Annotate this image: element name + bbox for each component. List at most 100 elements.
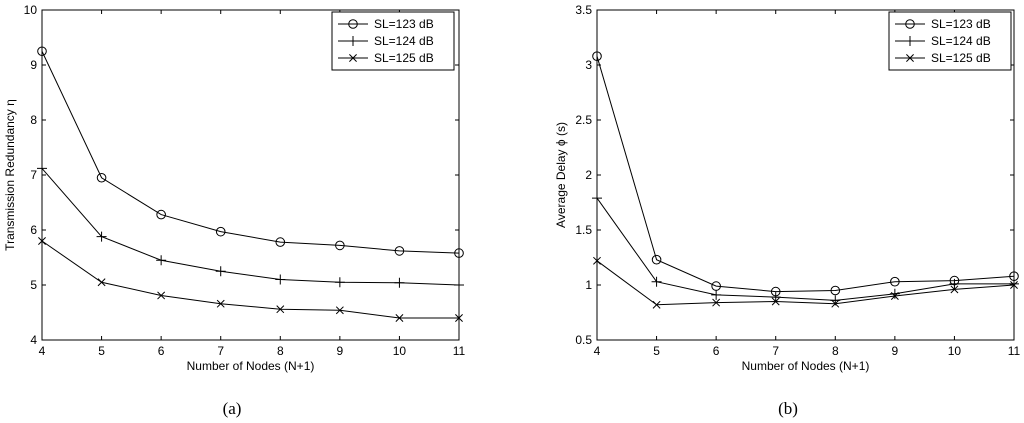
chart-panel-b: 4 5 6 7 8 9 10 11 0.5 1 1.5 2 2.5 3 3.5 Number of Nodes… <box>554 3 1021 418</box>
x-axis-label: Number of Nodes (N+1) <box>742 359 870 373</box>
y-axis-label: Average Delay ϕ (s) <box>554 122 568 228</box>
legend-marker-x <box>349 54 357 62</box>
legend-entry: SL=125 dB <box>374 51 434 65</box>
y-tick-label: 4 <box>30 333 37 347</box>
data-point-plus <box>96 231 107 242</box>
data-point-x <box>38 237 46 245</box>
series-line-plus <box>41 168 460 286</box>
legend-marker-plus <box>348 36 358 46</box>
legend-entry: SL=124 dB <box>374 34 434 48</box>
data-point-x <box>395 314 404 322</box>
x-tick-label: 11 <box>453 344 466 358</box>
y-tick-label: 8 <box>30 113 37 127</box>
data-point-x <box>276 305 285 314</box>
x-axis-label: Number of Nodes (N+1) <box>187 359 315 373</box>
x-tick-label: 9 <box>337 344 344 358</box>
data-point-x <box>950 285 959 294</box>
x-tick-label: 5 <box>653 344 660 358</box>
y-tick-label: 10 <box>24 3 38 17</box>
y-tick-label: 1 <box>585 278 592 292</box>
y-tick-label: 2.5 <box>575 113 592 127</box>
data-point-x <box>890 292 899 300</box>
legend-marker-plus <box>905 36 915 46</box>
data-point-x <box>771 297 780 306</box>
data-point-x <box>157 291 166 300</box>
data-point-circle <box>96 172 107 183</box>
y-tick-label: 5 <box>30 278 37 292</box>
data-point-plus <box>275 274 286 285</box>
data-point-plus <box>454 280 464 290</box>
data-point-x <box>97 278 106 287</box>
data-point-circle <box>275 237 286 247</box>
data-point-x <box>652 300 661 309</box>
data-point-circle <box>592 51 602 62</box>
panel-caption: (b) <box>778 399 798 418</box>
data-point-plus <box>651 276 662 287</box>
legend-entry: SL=123 dB <box>931 17 991 31</box>
data-point-plus <box>592 193 602 204</box>
data-point-plus <box>156 255 167 266</box>
x-tick-label: 6 <box>158 344 165 358</box>
data-point-circle <box>335 240 345 251</box>
series-line-circle <box>41 51 460 254</box>
x-tick-label: 6 <box>713 344 720 358</box>
data-point-circle <box>651 254 662 265</box>
y-tick-label: 1.5 <box>575 223 592 237</box>
data-point-x <box>335 306 344 315</box>
data-point-plus <box>711 289 722 300</box>
data-point-plus <box>215 266 226 277</box>
y-tick-label: 2 <box>585 168 592 182</box>
y-tick-label: 3 <box>585 58 592 72</box>
data-point-plus <box>334 277 345 288</box>
data-point-plus <box>770 292 781 303</box>
data-point-plus <box>1009 278 1019 289</box>
data-point-circle <box>890 276 900 287</box>
data-point-plus <box>889 288 900 299</box>
legend-box <box>331 11 455 71</box>
x-tick-label: 8 <box>277 344 284 358</box>
legend-entry: SL=123 dB <box>374 17 434 31</box>
legend-marker-x <box>906 54 914 62</box>
data-point-circle <box>156 209 166 220</box>
data-point-plus <box>949 278 960 289</box>
x-tick-label: 7 <box>772 344 779 358</box>
y-axis-label: Transmission Redundancy η <box>3 99 17 251</box>
x-tick-label: 8 <box>832 344 839 358</box>
data-point-plus <box>394 277 405 288</box>
series-line-x <box>41 240 459 319</box>
data-point-x <box>593 256 601 265</box>
panel-caption: (a) <box>223 399 242 418</box>
series-line-circle <box>596 56 1015 293</box>
x-tick-label: 10 <box>393 344 407 358</box>
data-point-circle <box>394 246 405 256</box>
data-point-circle <box>830 285 841 296</box>
data-point-x <box>216 299 225 308</box>
y-tick-label: 0.5 <box>575 333 592 347</box>
x-tick-label: 4 <box>594 344 601 358</box>
data-point-plus <box>37 163 47 174</box>
y-tick-label: 7 <box>30 168 37 182</box>
data-point-x <box>455 314 463 322</box>
legend-marker-circle <box>348 19 358 29</box>
y-tick-label: 9 <box>30 58 37 72</box>
chart-panel-a: 4 5 6 7 8 9 10 11 4 5 6 7 8 9 10 Number of Nodes (N+1) T… <box>3 3 466 418</box>
x-tick-label: 4 <box>39 344 46 358</box>
legend-marker-circle <box>905 19 915 29</box>
y-tick-label: 6 <box>30 223 37 237</box>
y-tick-label: 3.5 <box>575 3 592 17</box>
data-point-circle <box>454 248 464 258</box>
series-line-plus <box>596 197 1014 301</box>
data-point-x <box>712 298 721 307</box>
series-line-x <box>596 260 1015 306</box>
data-point-x <box>831 299 840 308</box>
data-point-circle <box>215 226 226 237</box>
x-tick-label: 5 <box>98 344 105 358</box>
legend-entry: SL=124 dB <box>931 34 991 48</box>
x-tick-label: 10 <box>948 344 962 358</box>
data-point-circle <box>37 46 47 57</box>
x-tick-label: 7 <box>217 344 224 358</box>
legend-entry: SL=125 dB <box>931 51 991 65</box>
data-point-x <box>1010 281 1018 289</box>
x-tick-label: 11 <box>1008 344 1021 358</box>
